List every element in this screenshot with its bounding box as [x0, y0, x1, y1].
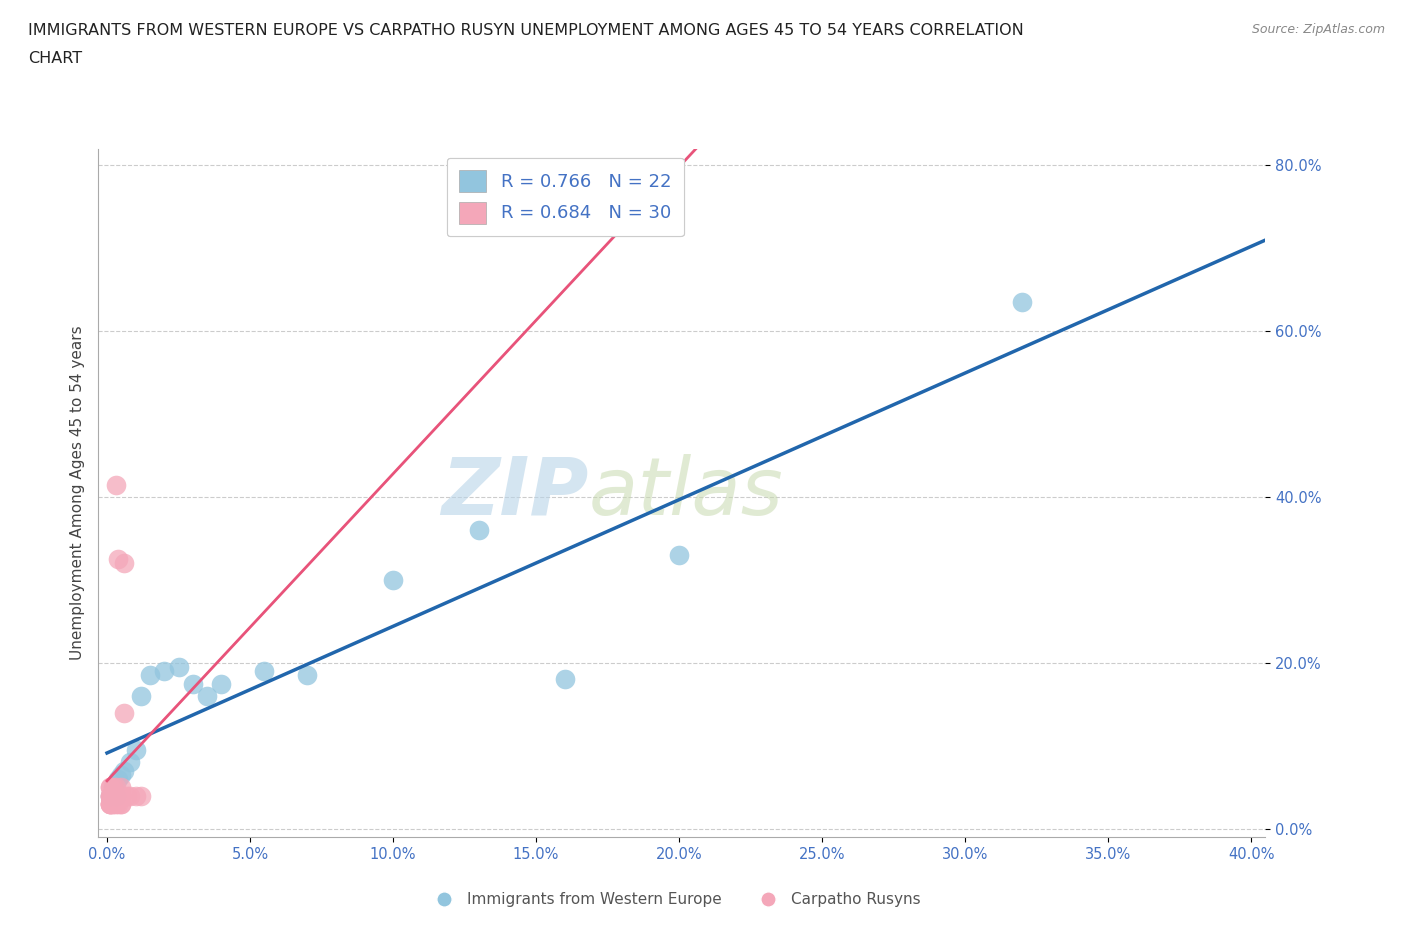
Point: [110, 767, 132, 782]
Point: [104, 477, 127, 492]
Point: [118, 755, 141, 770]
Point: [118, 788, 141, 803]
Point: [98, 780, 121, 795]
Text: IMMIGRANTS FROM WESTERN EUROPE VS CARPATHO RUSYN UNEMPLOYMENT AMONG AGES 45 TO 5: IMMIGRANTS FROM WESTERN EUROPE VS CARPAT…: [28, 23, 1024, 38]
Point: [124, 788, 146, 803]
Point: [195, 688, 218, 703]
Point: [139, 668, 162, 683]
Point: [101, 796, 124, 811]
Text: CHART: CHART: [28, 51, 82, 66]
Point: [554, 672, 576, 687]
Point: [101, 796, 124, 811]
Point: [101, 788, 124, 803]
Point: [104, 796, 127, 811]
Point: [124, 742, 146, 757]
Point: [468, 523, 491, 538]
Point: [107, 551, 129, 566]
Legend: R = 0.766   N = 22, R = 0.684   N = 30: R = 0.766 N = 22, R = 0.684 N = 30: [447, 158, 683, 236]
Point: [101, 780, 124, 795]
Point: [110, 796, 132, 811]
Text: Source: ZipAtlas.com: Source: ZipAtlas.com: [1251, 23, 1385, 36]
Point: [181, 676, 204, 691]
Text: ZIP: ZIP: [441, 454, 589, 532]
Point: [104, 780, 127, 795]
Point: [668, 548, 690, 563]
Point: [1011, 295, 1033, 310]
Point: [98, 796, 121, 811]
Point: [209, 676, 232, 691]
Point: [131, 788, 153, 803]
Point: [98, 788, 121, 803]
Point: [98, 796, 121, 811]
Point: [104, 788, 127, 803]
Point: [112, 705, 135, 720]
Point: [167, 659, 190, 674]
Point: [98, 788, 121, 803]
Point: [107, 772, 129, 787]
Point: [382, 573, 405, 588]
Point: [253, 664, 276, 679]
Point: [110, 796, 132, 811]
Point: [101, 780, 124, 795]
Point: [110, 788, 132, 803]
Y-axis label: Unemployment Among Ages 45 to 54 years: Unemployment Among Ages 45 to 54 years: [69, 326, 84, 660]
Point: [98, 788, 121, 803]
Point: [98, 796, 121, 811]
Point: [104, 788, 127, 803]
Point: [98, 788, 121, 803]
Point: [115, 788, 138, 803]
Point: [101, 788, 124, 803]
Point: [98, 780, 121, 795]
Point: [112, 764, 135, 778]
Point: [110, 780, 132, 795]
Point: [297, 668, 319, 683]
Point: [98, 796, 121, 811]
Point: [153, 664, 176, 679]
Point: [131, 688, 153, 703]
Point: [112, 556, 135, 571]
Point: [101, 788, 124, 803]
Legend: Immigrants from Western Europe, Carpatho Rusyns: Immigrants from Western Europe, Carpatho…: [423, 886, 927, 913]
Text: atlas: atlas: [589, 454, 783, 532]
Point: [107, 796, 129, 811]
Point: [107, 788, 129, 803]
